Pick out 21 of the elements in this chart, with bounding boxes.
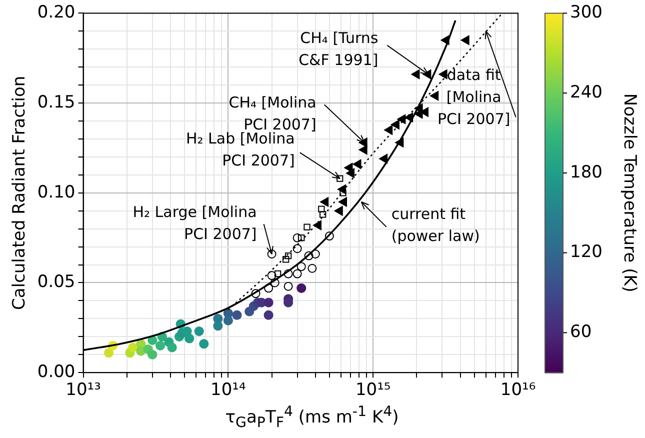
y-tick-label: 0.00: [37, 362, 76, 382]
color-bar-label: 300: [570, 2, 602, 23]
color-bar-label: 120: [570, 242, 602, 262]
annotation: CH₄ [Turns C&F 1991]: [298, 29, 378, 70]
y-tick-label: 0.15: [37, 92, 76, 112]
color-bar-label: 240: [570, 82, 602, 102]
annotation: data fit [Molina PCI 2007]: [437, 66, 510, 128]
annotation: current fit (power law): [391, 204, 480, 245]
color-bar-label: 60: [570, 322, 592, 342]
color-bar-label: 180: [570, 162, 602, 182]
color-bar-title: Nozzle Temperature (K): [620, 93, 640, 292]
text: τ$_{G}$a$_{P}$T$_{F}$$^{4}$ (ms m$^{-1}$ K$^{4}$): [225, 404, 399, 432]
y-tick-label: 0.05: [37, 272, 76, 292]
x-tick-label: 10¹⁵: [355, 380, 391, 400]
y-tick-label: 0.10: [37, 182, 76, 202]
annotation: H₂ Large [Molina PCI 2007]: [132, 202, 257, 243]
y-tick-label: 0.20: [37, 2, 76, 23]
x-tick-label: 10¹⁶: [500, 380, 536, 400]
x-tick-label: 10¹³: [66, 380, 101, 400]
y-axis-title: Calculated Radiant Fraction: [10, 76, 30, 310]
x-tick-label: 10¹⁴: [210, 380, 246, 400]
